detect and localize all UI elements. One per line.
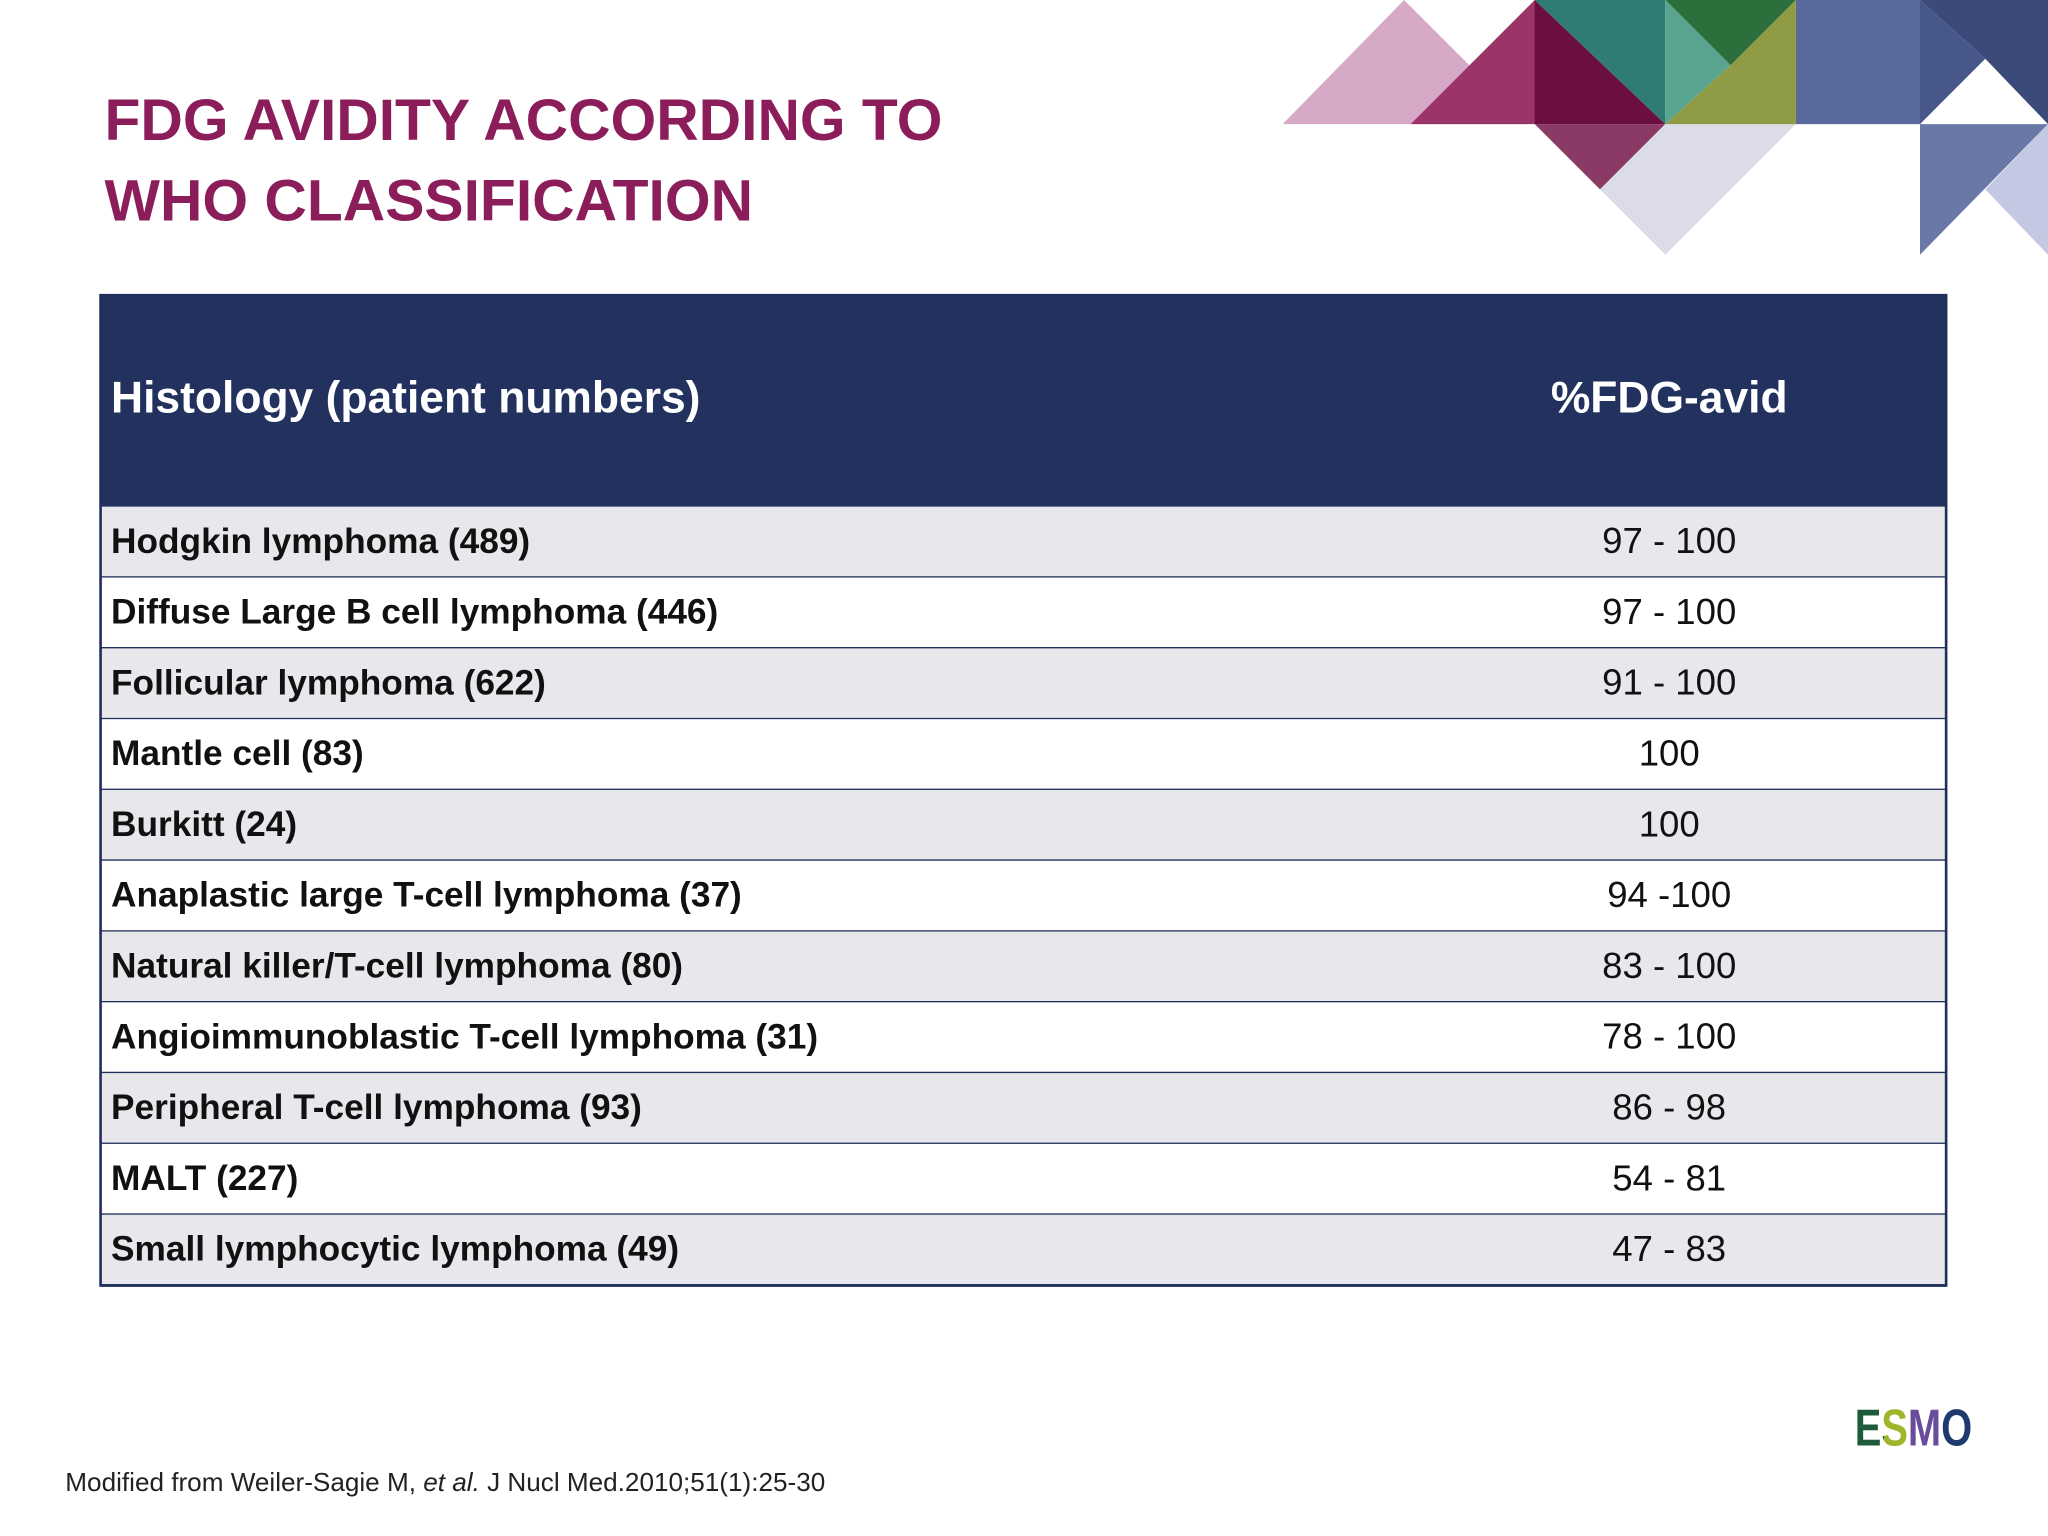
column-header: %FDG-avid [1551,374,1788,423]
column-header: Histology (patient numbers) [111,374,700,423]
title: WHO CLASSIFICATION [104,169,753,234]
cell: Small lymphocytic lymphoma (49) [111,1230,679,1269]
source-text: Modified from Weiler-Sagie M, [65,1467,423,1497]
decoration [1282,0,2048,255]
cell: Angioimmunoblastic T-cell lymphoma (31) [111,1017,818,1056]
cell: 94 -100 [1607,874,1731,915]
cell: Diffuse Large B cell lymphoma (446) [111,593,718,632]
cell: 54 - 81 [1612,1157,1726,1198]
table-row [100,1143,1947,1215]
source-text: et al. [423,1467,480,1497]
table-border [99,293,1948,1287]
cell: Hodgkin lymphoma (489) [111,522,530,561]
cell: Natural killer/T-cell lymphoma (80) [111,947,683,986]
cell: 86 - 98 [1612,1086,1726,1127]
source-text: J Nucl Med.2010;51(1):25-30 [480,1467,825,1497]
table-row [100,1073,1947,1144]
cell: 100 [1639,803,1700,844]
title: FDG AVIDITY ACCORDING TO [104,88,942,153]
table-row [100,719,1947,790]
cell: 100 [1639,733,1700,774]
table-row [100,1214,1947,1286]
cell: 97 - 100 [1602,520,1736,561]
cell: Anaplastic large T-cell lymphoma (37) [111,876,742,915]
table-row [100,789,1947,861]
cell: Peripheral T-cell lymphoma (93) [111,1088,642,1127]
table-row [100,860,1947,932]
cell: 83 - 100 [1602,945,1736,986]
table-row [100,577,1947,649]
cell: 97 - 100 [1602,591,1736,632]
cell: MALT (227) [111,1159,298,1198]
header-row [100,295,1947,507]
cell: Follicular lymphoma (622) [111,663,546,702]
cell: Mantle cell (83) [111,734,364,773]
cell: Burkitt (24) [111,805,297,844]
cell: 78 - 100 [1602,1016,1736,1057]
table-row [100,931,1947,1003]
table: Histology (patient numbers) %FDG-avid Hodg… [99,293,1948,1287]
cell: 91 - 100 [1602,662,1736,703]
source-note: Modified from Weiler-Sagie M, et al. J N… [65,1467,825,1497]
logo: ESMO [1855,1399,1973,1457]
table-row [100,1002,1947,1074]
table-row [100,506,1947,578]
cell: 47 - 83 [1612,1228,1726,1269]
table-row [100,648,1947,720]
